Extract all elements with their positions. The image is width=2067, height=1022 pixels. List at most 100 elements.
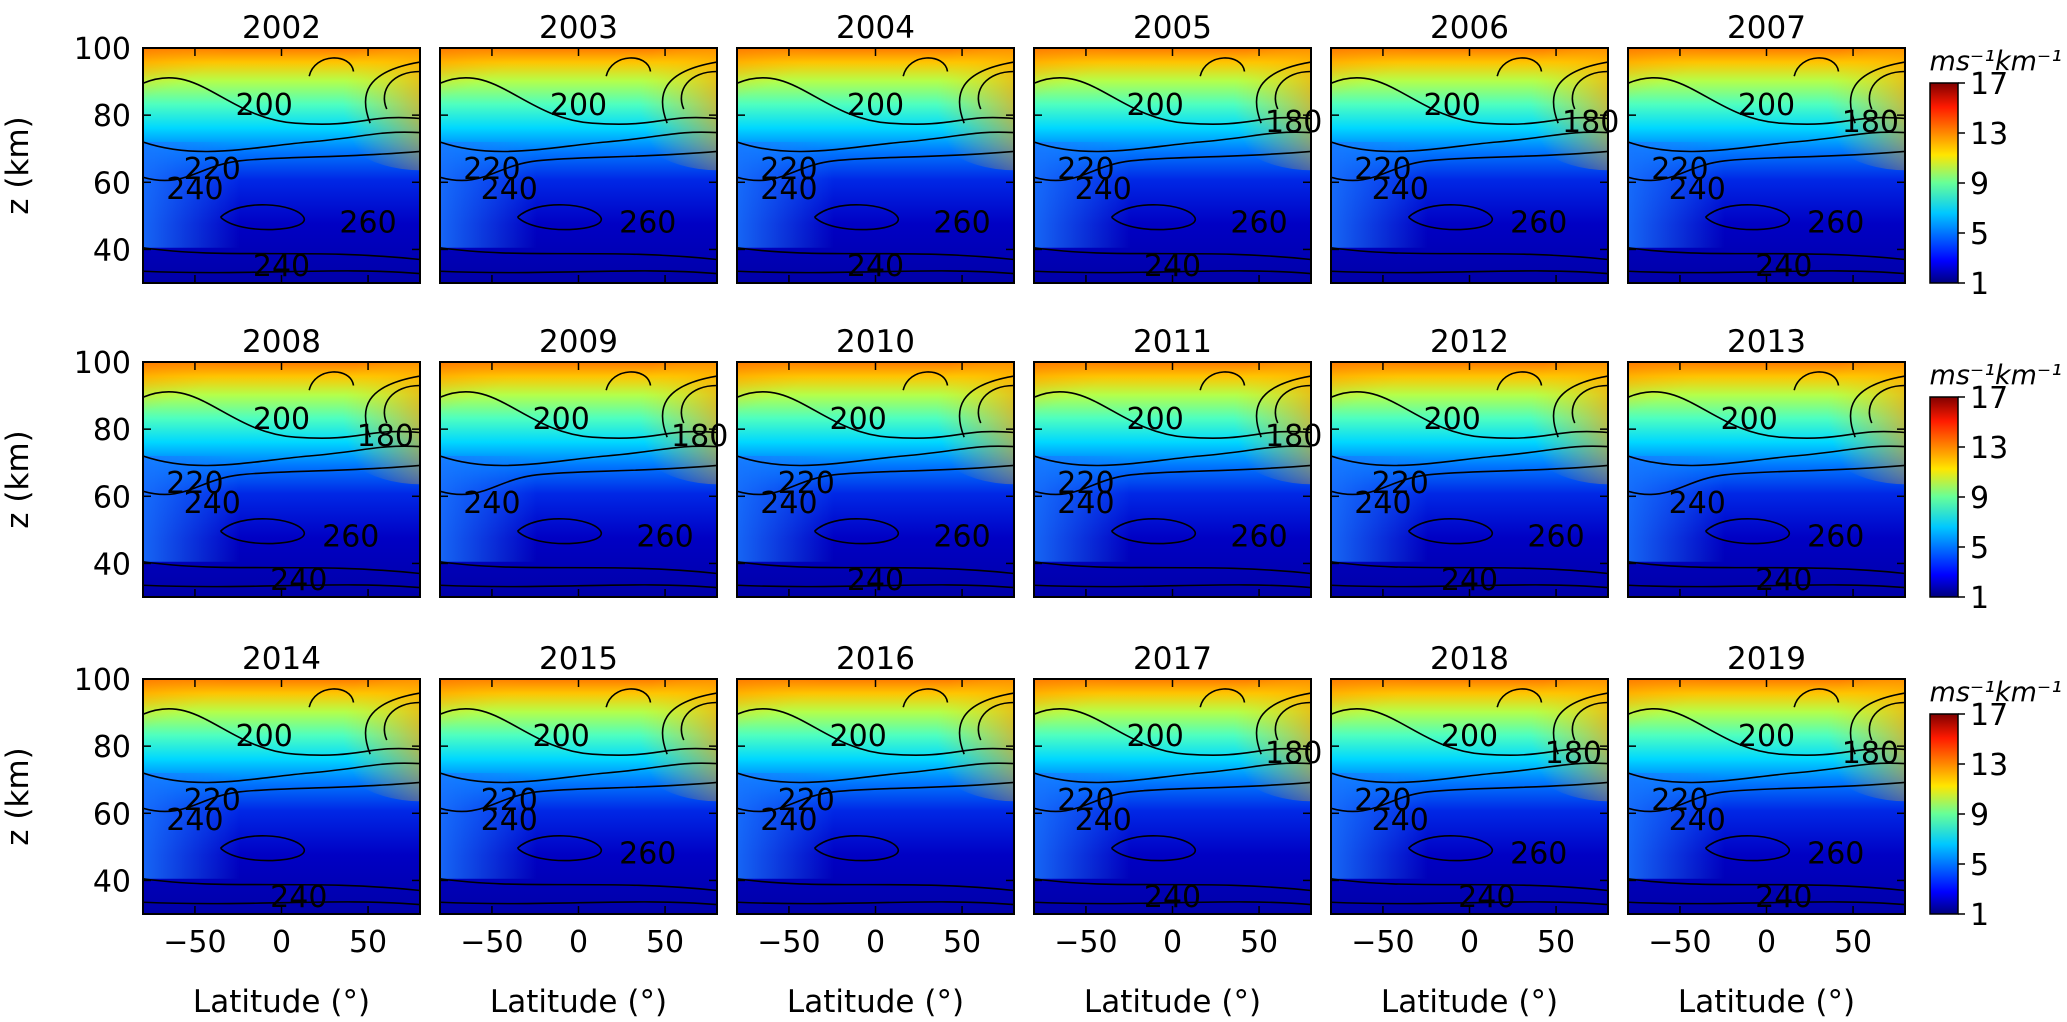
contour-line bbox=[364, 375, 420, 438]
heatmap-field bbox=[737, 48, 1014, 283]
field-sw bbox=[737, 773, 834, 879]
contour-line bbox=[1034, 391, 1311, 439]
contour-line bbox=[1868, 384, 1905, 424]
contour-lines bbox=[143, 688, 420, 906]
heatmap-field bbox=[1034, 48, 1311, 283]
field-sw bbox=[1628, 142, 1725, 248]
contour-label-260: 260 bbox=[1807, 206, 1864, 241]
contour-lines bbox=[1331, 57, 1608, 275]
contour-line bbox=[1331, 584, 1608, 589]
colorbar bbox=[1929, 713, 1959, 915]
panel-title-2014: 2014 bbox=[242, 641, 321, 677]
x-tick-label: −50 bbox=[757, 925, 820, 960]
contour-line bbox=[1331, 150, 1608, 182]
contour-line bbox=[1274, 701, 1311, 741]
contour-label-220: 220 bbox=[481, 783, 538, 818]
heatmap-field bbox=[143, 48, 420, 283]
contour-label-220: 220 bbox=[463, 152, 520, 187]
contour-label-260: 260 bbox=[636, 520, 693, 555]
contour-line bbox=[1793, 371, 1840, 391]
contour-line bbox=[605, 688, 652, 708]
contour-label-260: 260 bbox=[933, 520, 990, 555]
contour-line bbox=[143, 584, 420, 589]
colorbar-tick-label: 13 bbox=[1970, 748, 2008, 783]
field-nw bbox=[737, 679, 862, 750]
contour-line bbox=[1331, 781, 1608, 813]
x-axis-label: Latitude (°) bbox=[1381, 984, 1558, 1020]
x-tick-label: 50 bbox=[943, 925, 981, 960]
field-sw bbox=[143, 456, 240, 562]
contour-label-260: 260 bbox=[1510, 206, 1567, 241]
contour-line bbox=[1255, 692, 1311, 755]
contour-line bbox=[902, 57, 949, 77]
y-tick-label: 60 bbox=[93, 480, 131, 515]
contour-lines bbox=[440, 371, 717, 589]
y-tick-label: 80 bbox=[93, 99, 131, 134]
colorbar bbox=[1929, 396, 1959, 598]
contour-line bbox=[517, 835, 602, 862]
contour-line bbox=[977, 384, 1014, 424]
contour-line bbox=[1331, 560, 1608, 575]
contour-line bbox=[1034, 584, 1311, 589]
contour-line bbox=[977, 70, 1014, 110]
heatmap-field bbox=[1331, 362, 1608, 597]
contour-label-180: 180 bbox=[1265, 105, 1322, 140]
panel-title-2007: 2007 bbox=[1727, 10, 1806, 46]
contour-line bbox=[661, 692, 717, 755]
colorbar-unit-label: ms⁻¹km⁻¹ bbox=[1930, 46, 2062, 77]
contour-line bbox=[680, 384, 717, 424]
contour-label-240: 240 bbox=[166, 803, 223, 838]
contour-lines bbox=[1628, 688, 1905, 906]
contour-line bbox=[737, 560, 1014, 575]
contour-labels: 220 200 260 240 bbox=[463, 88, 676, 241]
contour-line bbox=[902, 688, 949, 708]
y-tick-label: 100 bbox=[74, 346, 131, 381]
contour-label-240: 240 bbox=[166, 172, 223, 207]
contour-label-200: 200 bbox=[830, 402, 887, 437]
ticks bbox=[737, 361, 1014, 597]
contour-labels: 200 180 240 260 bbox=[463, 402, 728, 554]
contour-line bbox=[1034, 270, 1311, 275]
field-sw bbox=[1034, 142, 1131, 248]
panel-title-2012: 2012 bbox=[1430, 324, 1509, 360]
x-tick-label: 0 bbox=[272, 925, 291, 960]
contour-line bbox=[440, 464, 717, 496]
contour-line bbox=[383, 70, 420, 110]
contour-line bbox=[364, 692, 420, 755]
colorbar-tick-label: 9 bbox=[1970, 167, 1989, 202]
heatmap-field bbox=[1331, 679, 1608, 914]
contour-lines bbox=[737, 57, 1014, 275]
contour-label-200: 200 bbox=[236, 88, 293, 123]
contour-label-240: 240 bbox=[1755, 563, 1812, 598]
contour-line bbox=[1331, 464, 1608, 496]
contour-line bbox=[737, 246, 1014, 261]
contour-label-220: 220 bbox=[184, 783, 241, 818]
contour-lines bbox=[737, 371, 1014, 589]
contour-line bbox=[517, 518, 602, 545]
x-tick-label: −50 bbox=[460, 925, 523, 960]
field-nw bbox=[1628, 679, 1753, 750]
x-axis-label: Latitude (°) bbox=[1084, 984, 1261, 1020]
contour-line bbox=[1496, 371, 1543, 391]
panel-2008: 220 200 180 240 260 240 2008 40 60 80 100 bbox=[74, 324, 421, 598]
heatmap-field bbox=[440, 679, 717, 914]
contour-label-220: 220 bbox=[184, 152, 241, 187]
contour-label-260: 260 bbox=[619, 837, 676, 872]
contour-line bbox=[440, 901, 717, 906]
heatmap-field bbox=[737, 362, 1014, 597]
colorbar-tick-label: 1 bbox=[1970, 898, 1989, 933]
heatmap-field bbox=[143, 679, 420, 914]
contour-label-220: 220 bbox=[1057, 466, 1114, 501]
x-axis-label: Latitude (°) bbox=[193, 984, 370, 1020]
contour-label-200: 200 bbox=[1424, 402, 1481, 437]
x-tick-label: 0 bbox=[1757, 925, 1776, 960]
contour-label-180: 180 bbox=[1842, 105, 1899, 140]
contour-line bbox=[1628, 445, 1905, 467]
ticks: 40 60 80 100 −50 0 50 bbox=[74, 663, 420, 960]
contour-label-260: 260 bbox=[1807, 837, 1864, 872]
contour-line bbox=[220, 204, 305, 231]
